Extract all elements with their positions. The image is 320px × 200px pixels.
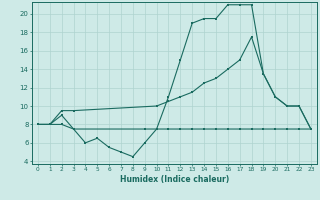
X-axis label: Humidex (Indice chaleur): Humidex (Indice chaleur) bbox=[120, 175, 229, 184]
